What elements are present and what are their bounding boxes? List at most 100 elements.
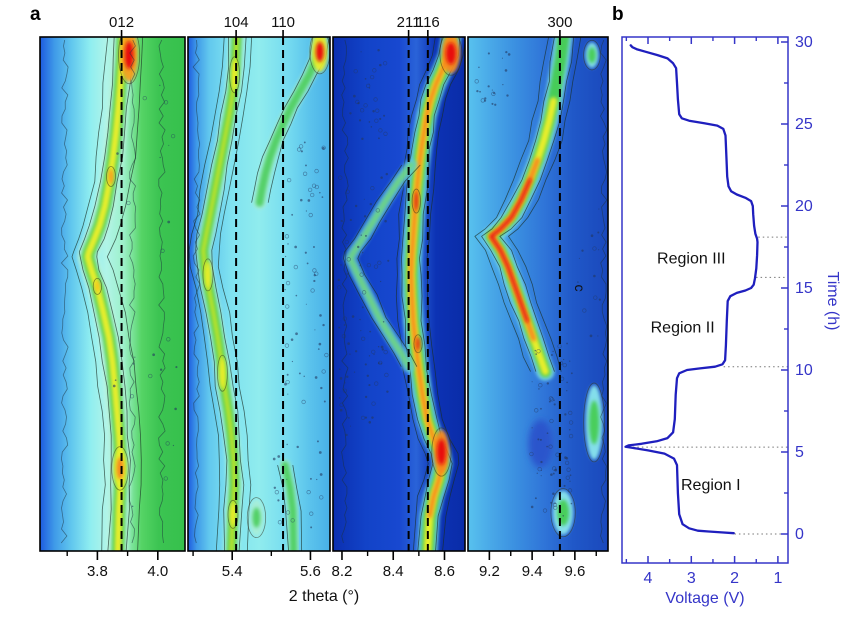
speckle bbox=[298, 144, 304, 149]
speckle bbox=[365, 83, 371, 88]
contour-ring bbox=[111, 446, 129, 491]
speckle bbox=[310, 526, 313, 529]
speckle bbox=[368, 83, 370, 85]
speckle bbox=[285, 379, 290, 385]
x-tick-label: 4.0 bbox=[147, 563, 168, 580]
speckle bbox=[597, 231, 600, 234]
speckle bbox=[553, 403, 556, 406]
speckle bbox=[346, 257, 351, 262]
speckle bbox=[534, 497, 537, 500]
speckle bbox=[316, 478, 318, 481]
speckle bbox=[568, 410, 573, 416]
contour-line bbox=[499, 37, 575, 372]
speckle bbox=[539, 438, 542, 441]
contour-ring bbox=[246, 497, 267, 538]
speckle bbox=[570, 502, 573, 505]
speckle bbox=[364, 77, 367, 80]
speckle bbox=[377, 346, 380, 348]
speckle bbox=[159, 84, 161, 87]
speckle bbox=[569, 480, 571, 482]
speckle bbox=[370, 126, 373, 128]
speckle bbox=[579, 290, 581, 292]
speckle bbox=[355, 99, 360, 105]
speckle bbox=[354, 350, 358, 353]
speckle bbox=[598, 208, 600, 210]
speckle bbox=[369, 330, 372, 333]
speckle bbox=[306, 262, 309, 265]
contour-ring bbox=[411, 188, 421, 214]
speckle bbox=[371, 401, 376, 406]
contour-ring bbox=[118, 37, 141, 85]
speckle bbox=[550, 353, 553, 356]
speckle bbox=[565, 456, 569, 460]
speckle bbox=[590, 234, 594, 238]
speckle bbox=[286, 373, 289, 376]
speckle bbox=[484, 97, 487, 100]
intensity-ridge bbox=[489, 178, 532, 323]
speckle bbox=[369, 74, 375, 80]
speckle bbox=[132, 362, 135, 365]
time-tick-label: 5 bbox=[795, 444, 804, 461]
speckle bbox=[353, 371, 356, 373]
contour-ring bbox=[227, 499, 239, 529]
time-tick-label: 10 bbox=[795, 362, 813, 379]
speckle bbox=[373, 97, 378, 102]
panel-frame bbox=[187, 36, 331, 552]
speckle bbox=[566, 342, 568, 345]
x-tick-label: 5.4 bbox=[222, 563, 243, 580]
speckle bbox=[129, 394, 135, 399]
region-label: Region III bbox=[657, 250, 725, 267]
speckle bbox=[356, 245, 360, 249]
speckle bbox=[548, 396, 554, 401]
speckle bbox=[554, 502, 556, 505]
speckle bbox=[359, 272, 364, 277]
speckle bbox=[344, 382, 346, 384]
speckle bbox=[504, 69, 508, 72]
voltage-tick-label: 3 bbox=[687, 570, 696, 587]
voltage-tick-label: 4 bbox=[644, 570, 653, 587]
speckle bbox=[386, 390, 389, 393]
speckle bbox=[337, 278, 341, 282]
speckle bbox=[564, 460, 570, 466]
speckle bbox=[175, 366, 178, 369]
speckle bbox=[361, 336, 366, 341]
speckle bbox=[569, 360, 571, 362]
speckle bbox=[170, 133, 176, 139]
speckle bbox=[159, 156, 161, 159]
intensity-blob bbox=[95, 280, 100, 293]
speckle bbox=[359, 318, 361, 321]
speckle bbox=[368, 121, 371, 123]
speckle bbox=[359, 264, 361, 267]
contour-ring bbox=[583, 39, 601, 71]
speckle bbox=[295, 332, 298, 336]
speckle bbox=[348, 417, 350, 419]
voltage-curve bbox=[624, 44, 759, 535]
intensity-blob bbox=[589, 400, 600, 445]
intensity-blob bbox=[587, 47, 596, 64]
speckle bbox=[353, 69, 358, 74]
speckle bbox=[274, 490, 279, 495]
speckle bbox=[316, 440, 319, 443]
intensity-blob bbox=[315, 41, 324, 62]
speckle bbox=[319, 314, 322, 317]
contour-line bbox=[106, 37, 144, 551]
speckle bbox=[309, 511, 314, 516]
x-tick-label: 9.2 bbox=[479, 563, 500, 580]
speckle bbox=[318, 342, 322, 346]
x-tick-label: 8.2 bbox=[332, 563, 353, 580]
speckle bbox=[566, 390, 568, 392]
panel-frame bbox=[332, 36, 466, 552]
speckle bbox=[163, 100, 169, 105]
speckle bbox=[116, 152, 119, 155]
speckle bbox=[540, 469, 543, 472]
speckle bbox=[314, 376, 318, 379]
speckle bbox=[339, 402, 344, 407]
speckle bbox=[474, 79, 479, 84]
speckle bbox=[317, 348, 320, 350]
speckle bbox=[347, 342, 350, 345]
speckle bbox=[339, 408, 343, 412]
speckle bbox=[131, 505, 134, 508]
speckle bbox=[321, 369, 326, 374]
speckle bbox=[378, 137, 380, 140]
